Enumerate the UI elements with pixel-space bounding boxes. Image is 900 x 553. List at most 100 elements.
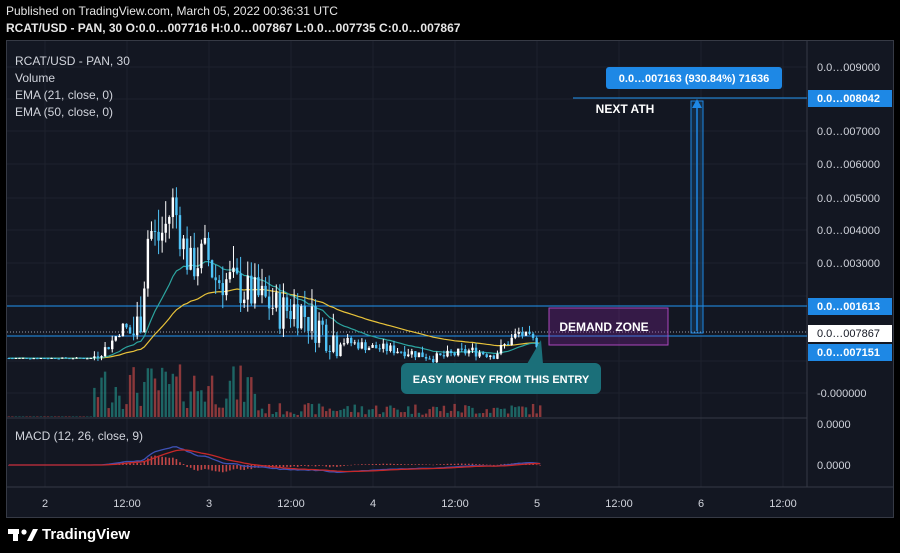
volume-bar (403, 412, 406, 417)
macd-histogram-bar (282, 465, 285, 467)
volume-bar (407, 406, 410, 417)
candle-body (232, 267, 235, 273)
volume-bar (257, 410, 260, 417)
demand-zone-label: DEMAND ZONE (559, 320, 648, 334)
candle-body (303, 306, 307, 317)
candle-body (349, 337, 353, 344)
price-axis[interactable]: 0.0…009000 0.0…007000 0.0…006000 0.0…005… (817, 62, 880, 400)
legend-ema50[interactable]: EMA (50, close, 0) (15, 105, 113, 119)
tradingview-logo[interactable]: TradingView (8, 526, 130, 543)
candle-body (446, 350, 449, 357)
candle-body (407, 354, 410, 357)
candle-body (64, 357, 68, 359)
volume-bar (185, 408, 189, 417)
volume-bar (225, 398, 228, 417)
legend-ema21[interactable]: EMA (21, close, 0) (15, 88, 113, 102)
macd-histogram-bar (446, 463, 449, 465)
macd-histogram-bar (364, 464, 367, 465)
volume-bar (317, 403, 321, 417)
time-tick: 2 (42, 498, 48, 510)
macd-histogram-bar (336, 465, 338, 467)
candle-body (342, 343, 346, 345)
macd-histogram-bar (403, 464, 406, 465)
candle-body (168, 217, 171, 224)
price-tick: 0.0…005000 (817, 193, 880, 205)
candle-body (185, 238, 189, 270)
chart-frame[interactable]: 0.0…007163 (930.84%) 71636 NEXT ATH DEMA… (6, 40, 894, 518)
candle-body (374, 344, 378, 349)
candle-body (36, 358, 39, 360)
volume-bar (371, 409, 374, 417)
volume-bar (164, 371, 167, 417)
macd-histogram-bar (500, 464, 502, 465)
volume-bar (11, 416, 14, 417)
volume-bar (82, 416, 85, 417)
macd-histogram-bar (289, 465, 292, 468)
macd-histogram-bar (346, 465, 349, 466)
macd-histogram-bar (532, 463, 534, 465)
candle-body (11, 358, 14, 360)
volume-bar (489, 412, 492, 417)
macd-histogram-bar (328, 465, 331, 468)
candle-body (442, 355, 446, 357)
macd-histogram-bar (332, 465, 335, 467)
volume-bar (410, 413, 414, 417)
price-chart[interactable]: 0.0…007163 (930.84%) 71636 NEXT ATH DEMA… (7, 41, 893, 517)
volume-bar (374, 405, 378, 417)
volume-bar (432, 406, 435, 417)
candle-body (221, 283, 224, 296)
legend-symbol[interactable]: RCAT/USD - PAN, 30 (15, 54, 130, 68)
volume-bar (364, 414, 367, 417)
volume-bar (75, 416, 78, 417)
volume-bar (25, 416, 28, 417)
volume-bar (428, 409, 431, 417)
demand-zone-box[interactable] (548, 307, 669, 346)
candle-body (89, 357, 93, 359)
volume-bar (175, 376, 178, 417)
volume-bar (510, 405, 513, 417)
macd-histogram-bar (318, 465, 320, 466)
volume-bar (107, 408, 110, 417)
macd-histogram-bar (296, 465, 299, 467)
volume-bars (7, 364, 542, 417)
volume-bar (171, 373, 175, 417)
volume-bar (389, 405, 392, 417)
volume-bar (285, 411, 289, 417)
candle-body (100, 356, 103, 358)
macd-histogram-bar (350, 464, 352, 466)
macd-line (8, 446, 541, 473)
time-axis[interactable]: 2 12:00 3 12:00 4 12:00 5 12:00 6 12:00 (42, 498, 797, 510)
macd-histogram-bar (7, 465, 10, 466)
candle-body (14, 357, 18, 359)
macd-histogram-bar (468, 463, 470, 465)
volume-bar (503, 408, 506, 417)
measure-label-box[interactable] (606, 67, 782, 89)
time-tick: 12:00 (605, 498, 633, 510)
macd-histogram-bar (400, 464, 402, 465)
volume-bar (478, 413, 481, 417)
callout-box[interactable] (401, 363, 601, 394)
volume-bar (357, 412, 360, 417)
volume-bar (328, 408, 331, 417)
volume-bar (353, 404, 356, 417)
candle-body (506, 344, 510, 346)
macd-histogram-bar (207, 465, 210, 470)
candle-body (489, 355, 492, 357)
macd-histogram-bar (393, 463, 395, 465)
candle-body (517, 332, 521, 334)
volume-bar (193, 375, 196, 417)
volume-bar (78, 416, 82, 417)
volume-bar (232, 366, 235, 417)
candle-body (260, 285, 264, 296)
volume-bar (53, 416, 57, 417)
time-tick: 12:00 (769, 498, 797, 510)
macd-pane (7, 455, 542, 473)
upper-price-label-box (808, 298, 892, 315)
volume-bar (492, 407, 496, 417)
candle-body (39, 357, 43, 359)
legend-volume[interactable]: Volume (15, 71, 55, 85)
volume-bar (332, 410, 335, 417)
footer: TradingView (0, 518, 900, 553)
legend-macd[interactable]: MACD (12, 26, close, 9) (15, 429, 143, 443)
volume-bar (118, 395, 121, 417)
